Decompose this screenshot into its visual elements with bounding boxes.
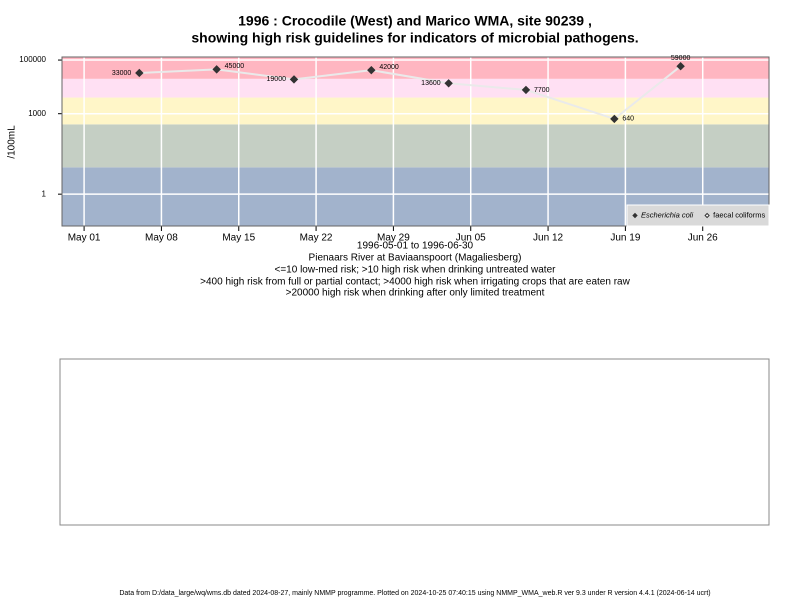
y-tick-label: 1000: [28, 109, 46, 118]
data-point: [444, 79, 453, 88]
x-tick-label: May 01: [68, 233, 101, 244]
data-label: 33000: [112, 70, 132, 77]
empty-panel: [59, 358, 770, 526]
x-tick-label: May 29: [377, 233, 410, 244]
data-point: [289, 75, 299, 84]
chart-title: showing high risk guidelines for indicat…: [191, 30, 638, 46]
x-axis-label: >400 high risk from full or partial cont…: [200, 277, 630, 288]
chart-title: 1996 : Crocodile (West) and Marico WMA, …: [238, 13, 592, 29]
risk-band: [62, 78, 769, 98]
x-tick-label: Jun 12: [533, 233, 563, 244]
data-point: [135, 68, 144, 78]
x-axis-label: >20000 high risk when drinking after onl…: [286, 288, 545, 299]
legend-marker: [632, 212, 638, 219]
legend-label: faecal coliforms: [713, 210, 765, 219]
plot-area: 1 1000 100000 May 01 May 08 May 15 May 22 May 2…: [19, 55, 770, 244]
data-label: 640: [622, 116, 634, 123]
data-point: [367, 65, 376, 75]
data-point: [212, 65, 221, 74]
data-point: [521, 85, 531, 95]
x-tick-label: May 08: [145, 233, 178, 244]
x-axis-label: Pienaars River at Baviaanspoort (Magalie…: [309, 253, 522, 264]
legend: [626, 204, 770, 227]
x-tick-label: May 22: [300, 233, 333, 244]
plot-border: [61, 56, 770, 227]
y-tick-label: 1: [42, 189, 47, 198]
data-label: 45000: [225, 63, 245, 70]
data-point: [676, 61, 685, 71]
data-label: 42000: [379, 64, 399, 71]
risk-band: [62, 97, 769, 125]
legend-label: Escherichia coli: [641, 210, 693, 219]
data-label: 13600: [421, 80, 441, 87]
data-point: [610, 114, 619, 124]
x-tick-label: Jun 05: [456, 233, 486, 244]
x-tick-label: Jun 26: [688, 233, 718, 244]
data-label: 19000: [267, 76, 287, 83]
risk-band: [62, 124, 769, 168]
legend-marker: [704, 212, 710, 219]
y-tick-label: 100000: [19, 55, 46, 64]
data-label: 59000: [671, 55, 691, 62]
x-axis-label: <=10 low-med risk; >10 high risk when dr…: [275, 265, 557, 276]
data-label: 7700: [534, 87, 550, 94]
series-line: [139, 65, 682, 121]
x-axis-label: 1996-05-01 to 1996-06-30: [357, 241, 474, 252]
x-tick-label: Jun 19: [610, 233, 640, 244]
x-tick-label: May 15: [222, 233, 255, 244]
footer: Data from D:/data_large/wq/wms.db dated …: [119, 590, 710, 597]
y-axis-label: /100mL: [7, 125, 18, 159]
